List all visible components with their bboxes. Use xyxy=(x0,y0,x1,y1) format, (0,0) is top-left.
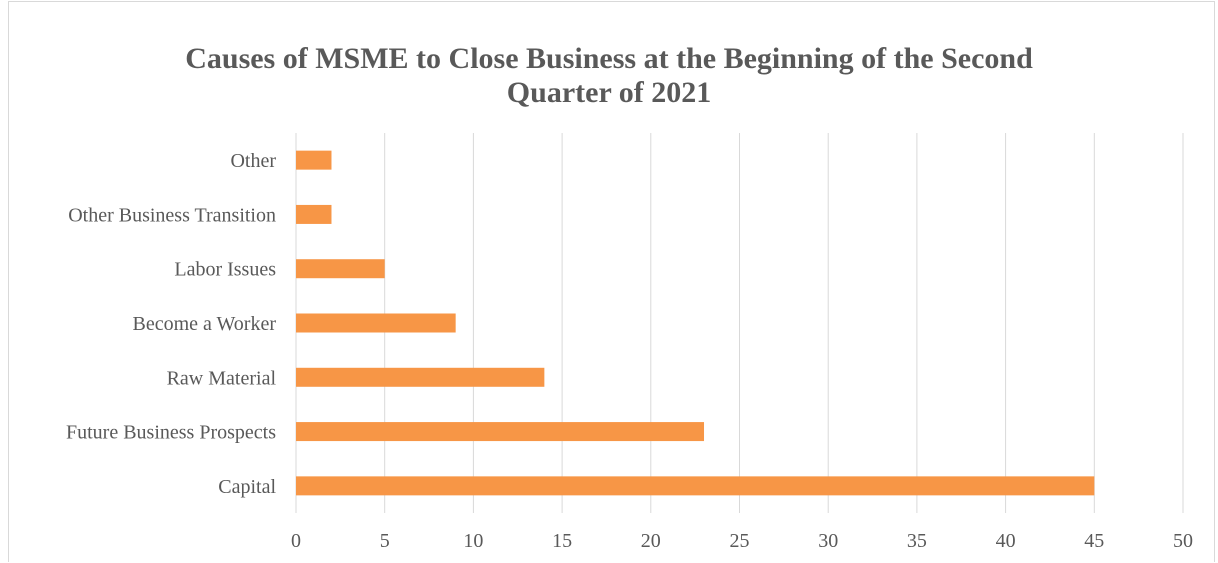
x-tick-label-50: 50 xyxy=(1173,530,1193,552)
x-tick-labels: 0 5 10 15 20 25 30 35 40 45 50 xyxy=(291,530,1193,552)
x-tick-label-5: 5 xyxy=(380,530,390,552)
gridlines xyxy=(295,133,1184,513)
bar-future-business-prospects xyxy=(296,422,705,442)
chart-title-line-2: Quarter of 2021 xyxy=(506,76,712,109)
bar-other xyxy=(296,150,332,170)
category-label: Capital xyxy=(218,476,276,498)
category-label: Future Business Prospects xyxy=(66,422,276,444)
x-tick-label-40: 40 xyxy=(996,530,1016,552)
chart-title: Causes of MSME to Close Business at the … xyxy=(0,42,1218,110)
x-tick-label-35: 35 xyxy=(907,530,927,552)
bars xyxy=(296,150,1095,496)
chart-title-line-1: Causes of MSME to Close Business at the … xyxy=(185,42,1033,75)
bar-become-a-worker xyxy=(296,313,456,333)
bar-labor-issues xyxy=(296,259,385,279)
x-tick-label-15: 15 xyxy=(552,530,572,552)
x-tick-label-0: 0 xyxy=(291,530,301,552)
x-tick-label-10: 10 xyxy=(463,530,483,552)
category-labels: Other Other Business Transition Labor Issu… xyxy=(66,150,276,498)
bar-capital xyxy=(296,476,1095,496)
x-tick-label-20: 20 xyxy=(641,530,661,552)
category-label: Become a Worker xyxy=(132,313,276,335)
category-label: Raw Material xyxy=(167,367,277,389)
chart-frame xyxy=(8,1,1215,562)
category-label: Other Business Transition xyxy=(68,204,276,226)
bar-other-business-transition xyxy=(296,204,332,224)
category-label: Other xyxy=(230,150,276,172)
x-tick-label-45: 45 xyxy=(1084,530,1104,552)
x-tick-label-30: 30 xyxy=(818,530,838,552)
bar-raw-material xyxy=(296,367,545,387)
category-label: Labor Issues xyxy=(174,259,276,281)
x-tick-label-25: 25 xyxy=(730,530,750,552)
